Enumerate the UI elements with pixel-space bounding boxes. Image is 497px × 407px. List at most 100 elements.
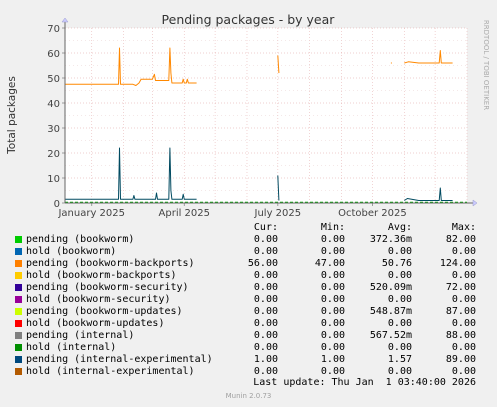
legend-avg-value: 1.57	[387, 354, 412, 365]
legend-row: pending (bookworm-security) 0.00 0.00 520.0…	[0, 282, 497, 294]
axes: 0 10 20 30 40 50 60 70 January 2025 April 2025 Jul…	[47, 17, 478, 219]
y-tick-label: 30	[47, 124, 60, 135]
x-tick-label: July 2025	[254, 208, 302, 219]
legend-min-value: 0.00	[320, 366, 345, 377]
legend-max-value: 88.00	[445, 330, 476, 341]
legend-swatch	[15, 284, 22, 291]
legend-max-value: 0.00	[451, 270, 476, 281]
rrdtool-label: RRDTOOL / TOBI OETIKER	[482, 20, 490, 110]
series-line	[65, 47, 197, 86]
legend-swatch	[15, 320, 22, 327]
series-line	[65, 147, 197, 200]
legend: Cur: Min: Avg: Max: pending (bookworm) 0.…	[0, 222, 497, 378]
legend-row: hold (internal-experimental) 0.00 0.00 0.00…	[0, 366, 497, 378]
legend-header: Cur: Min: Avg: Max:	[0, 222, 497, 234]
y-tick-label: 0	[54, 199, 60, 210]
legend-cur-value: 1.00	[253, 354, 278, 365]
legend-row: pending (bookworm-updates) 0.00 0.00 548.87…	[0, 306, 497, 318]
y-axis-label: Total packages	[6, 76, 18, 155]
legend-series-name: hold (internal)	[26, 342, 117, 353]
legend-series-name: hold (bookworm-backports)	[26, 270, 177, 281]
header-avg: Avg:	[387, 222, 412, 233]
legend-swatch	[15, 332, 22, 339]
legend-series-name: hold (internal-experimental)	[26, 366, 195, 377]
legend-avg-value: 0.00	[387, 318, 412, 329]
legend-avg-value: 0.00	[387, 246, 412, 257]
legend-max-value: 0.00	[451, 366, 476, 377]
legend-row: pending (internal-experimental) 1.00 1.00 1…	[0, 354, 497, 366]
legend-min-value: 0.00	[320, 270, 345, 281]
legend-avg-value: 372.36m	[369, 234, 412, 245]
legend-row: hold (bookworm-security) 0.00 0.00 0.00 0.00	[0, 294, 497, 306]
legend-series-name: hold (bookworm)	[26, 246, 117, 257]
legend-series-name: pending (internal-experimental)	[26, 354, 213, 365]
grid	[65, 27, 468, 203]
legend-cur-value: 0.00	[253, 294, 278, 305]
legend-max-value: 124.00	[439, 258, 476, 269]
legend-max-value: 0.00	[451, 318, 476, 329]
legend-avg-value: 0.00	[387, 366, 412, 377]
y-tick-label: 10	[47, 174, 60, 185]
chart: 0 10 20 30 40 50 60 70 January 2025 April 2025 Jul…	[6, 12, 490, 219]
legend-rows: pending (bookworm) 0.00 0.00 372.36m 82.00 ho…	[0, 234, 497, 378]
legend-series-name: pending (bookworm-security)	[26, 282, 189, 293]
legend-min-value: 0.00	[320, 234, 345, 245]
legend-swatch	[15, 236, 22, 243]
legend-min-value: 0.00	[320, 306, 345, 317]
legend-row: pending (bookworm-backports) 56.00 47.00 50…	[0, 258, 497, 270]
legend-min-value: 0.00	[320, 246, 345, 257]
legend-row: pending (internal) 0.00 0.00 567.52m 88.00	[0, 330, 497, 342]
legend-row: hold (internal) 0.00 0.00 0.00 0.00	[0, 342, 497, 354]
y-tick-label: 40	[47, 99, 60, 110]
chart-title: Pending packages - by year	[162, 12, 336, 27]
legend-min-value: 1.00	[320, 354, 345, 365]
legend-cur-value: 56.00	[247, 258, 278, 269]
series-line	[404, 187, 453, 201]
legend-series-name: pending (bookworm-updates)	[26, 306, 183, 317]
legend-min-value: 0.00	[320, 342, 345, 353]
legend-min-value: 0.00	[320, 330, 345, 341]
legend-swatch	[15, 308, 22, 315]
legend-min-value: 0.00	[320, 282, 345, 293]
legend-row: hold (bookworm) 0.00 0.00 0.00 0.00	[0, 246, 497, 258]
x-axis-arrow-icon	[472, 199, 478, 207]
legend-series-name: pending (bookworm)	[26, 234, 135, 245]
legend-max-value: 82.00	[445, 234, 476, 245]
header-max: Max:	[451, 222, 476, 233]
legend-row: hold (bookworm-backports) 0.00 0.00 0.00 0.0…	[0, 270, 497, 282]
y-tick-label: 60	[47, 49, 60, 60]
legend-avg-value: 0.00	[387, 270, 412, 281]
legend-min-value: 0.00	[320, 294, 345, 305]
header-min: Min:	[320, 222, 345, 233]
legend-swatch	[15, 272, 22, 279]
legend-cur-value: 0.00	[253, 366, 278, 377]
x-tick-label: January 2025	[57, 208, 125, 219]
series-group	[65, 47, 467, 203]
legend-avg-value: 0.00	[387, 294, 412, 305]
legend-max-value: 87.00	[445, 306, 476, 317]
series-line	[277, 55, 280, 74]
legend-cur-value: 0.00	[253, 270, 278, 281]
legend-cur-value: 0.00	[253, 330, 278, 341]
legend-series-name: hold (bookworm-updates)	[26, 318, 165, 329]
x-tick-label: April 2025	[159, 208, 210, 219]
legend-swatch	[15, 248, 22, 255]
legend-swatch	[15, 356, 22, 363]
legend-swatch	[15, 296, 22, 303]
legend-avg-value: 520.09m	[369, 282, 412, 293]
legend-swatch	[15, 260, 22, 267]
legend-max-value: 0.00	[451, 246, 476, 257]
x-tick-label: October 2025	[338, 208, 407, 219]
legend-series-name: hold (bookworm-security)	[26, 294, 171, 305]
y-tick-label: 20	[47, 149, 60, 160]
legend-max-value: 72.00	[445, 282, 476, 293]
y-axis-arrow-icon	[61, 17, 69, 23]
legend-avg-value: 567.52m	[369, 330, 412, 341]
series-line	[404, 50, 453, 64]
series-line	[277, 175, 280, 201]
legend-min-value: 0.00	[320, 318, 345, 329]
legend-swatch	[15, 368, 22, 375]
legend-cur-value: 0.00	[253, 282, 278, 293]
y-tick-label: 70	[47, 24, 60, 35]
legend-series-name: pending (internal)	[26, 330, 135, 341]
